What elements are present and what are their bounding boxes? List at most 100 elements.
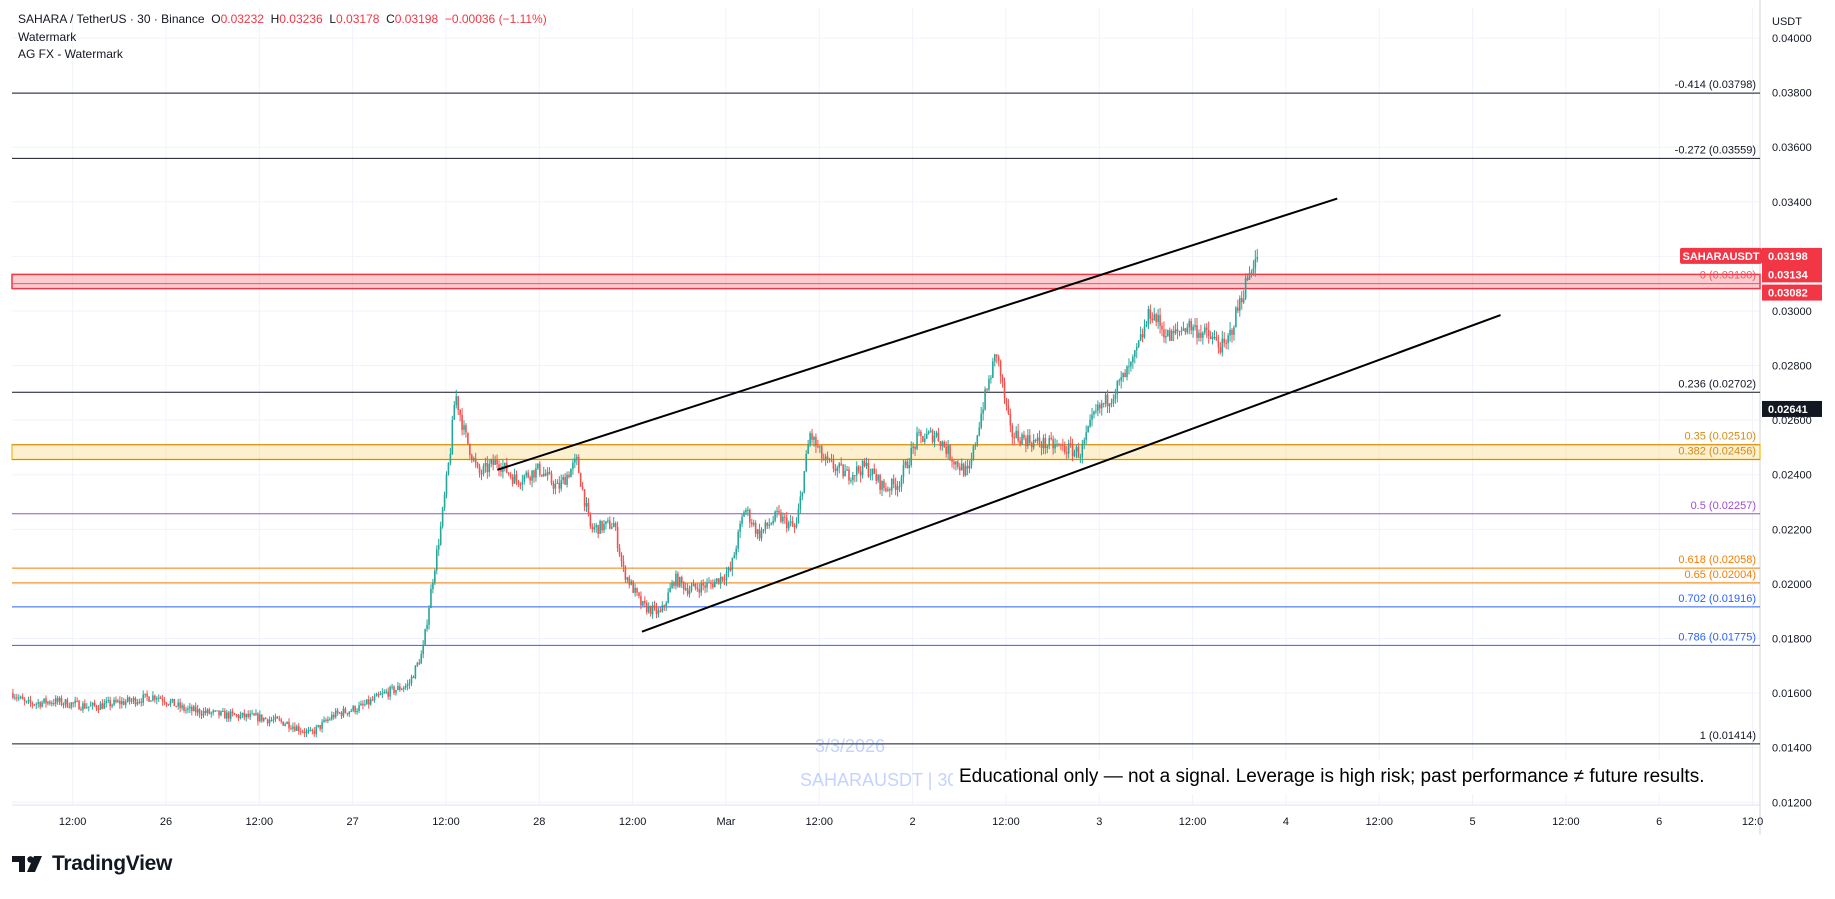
- candle: [612, 523, 615, 528]
- candle: [1256, 256, 1259, 260]
- candle: [1168, 330, 1171, 341]
- candle: [892, 478, 895, 485]
- candle: [185, 709, 187, 711]
- candle: [385, 691, 388, 693]
- candle: [472, 458, 475, 461]
- candle: [533, 470, 535, 478]
- candle: [208, 709, 211, 714]
- candle: [43, 698, 45, 703]
- candle: [395, 689, 397, 693]
- candle: [877, 475, 879, 481]
- candle: [968, 465, 971, 469]
- candle: [552, 483, 555, 489]
- candle: [142, 694, 145, 703]
- time-tick-label: 2: [910, 816, 916, 828]
- candle: [467, 432, 469, 444]
- candle: [362, 703, 364, 706]
- tradingview-logo-icon: [12, 856, 42, 872]
- candle: [581, 486, 584, 490]
- zone-bottom-value: 0.03082: [1768, 288, 1808, 300]
- candle: [889, 489, 891, 491]
- candle: [346, 712, 349, 715]
- candle: [1001, 376, 1004, 382]
- candle: [1091, 414, 1093, 420]
- fib-label: 0.618 (0.02058): [1678, 554, 1756, 566]
- time-tick-label: 12:00: [992, 816, 1020, 828]
- candle: [959, 467, 961, 471]
- open-label: O: [211, 12, 221, 26]
- candle: [634, 587, 636, 593]
- candle: [556, 482, 559, 484]
- candle: [511, 476, 514, 484]
- candle: [566, 474, 568, 485]
- symbol-title[interactable]: SAHARA / TetherUS · 30 · Binance: [18, 12, 205, 26]
- candle: [317, 725, 319, 727]
- candle: [249, 713, 251, 717]
- candle: [801, 492, 804, 497]
- candle: [525, 472, 528, 476]
- candle: [970, 458, 973, 466]
- candle: [62, 704, 65, 706]
- candle: [500, 469, 502, 472]
- candle: [1071, 444, 1074, 457]
- candle: [1030, 443, 1033, 448]
- candle: [121, 701, 123, 705]
- candle: [902, 465, 905, 478]
- price-tick-label: 0.02800: [1772, 361, 1812, 373]
- candle: [539, 463, 541, 475]
- price-tick-label: 0.03400: [1772, 197, 1812, 209]
- candle: [927, 431, 930, 434]
- indicator-agfx-watermark[interactable]: AG FX - Watermark: [18, 47, 123, 61]
- time-tick-label: 12:00: [246, 816, 274, 828]
- candle: [558, 482, 561, 489]
- candle: [482, 466, 485, 474]
- time-tick-label: 12:00: [59, 816, 87, 828]
- candle: [686, 588, 689, 594]
- candle: [774, 511, 776, 521]
- candle: [785, 517, 788, 529]
- candle: [56, 698, 59, 702]
- candle: [367, 699, 370, 705]
- candle: [834, 468, 837, 472]
- candle: [297, 726, 300, 732]
- indicator-watermark[interactable]: Watermark: [18, 30, 77, 44]
- candle: [389, 686, 391, 697]
- fib-label: 1 (0.01414): [1700, 730, 1756, 742]
- candle: [1038, 437, 1041, 445]
- candle: [809, 433, 811, 445]
- candle: [194, 706, 197, 713]
- candle: [910, 448, 912, 466]
- candle: [929, 430, 932, 432]
- candle: [134, 697, 137, 705]
- candle: [451, 419, 454, 454]
- candle: [624, 566, 627, 580]
- candle: [387, 691, 389, 697]
- fib-label: 0.382 (0.02456): [1678, 445, 1756, 457]
- candle: [830, 458, 833, 461]
- candle: [12, 693, 14, 698]
- candle: [220, 711, 222, 716]
- candle: [1149, 309, 1152, 319]
- candle: [1130, 362, 1132, 367]
- candle: [344, 708, 347, 713]
- candle: [41, 702, 43, 707]
- candle: [461, 414, 463, 430]
- candle: [867, 462, 870, 477]
- candle: [916, 432, 918, 449]
- candle: [1075, 447, 1078, 452]
- candle: [673, 582, 675, 586]
- candle: [1137, 340, 1140, 347]
- candle: [432, 582, 434, 589]
- candle: [873, 468, 876, 474]
- price-tick-label: 0.01800: [1772, 634, 1812, 646]
- tradingview-logo[interactable]: TradingView: [12, 852, 172, 876]
- trendline-0: [496, 197, 1338, 471]
- candle: [731, 558, 734, 571]
- candle: [233, 713, 236, 715]
- candle: [329, 719, 331, 721]
- candle: [527, 472, 529, 478]
- candle: [128, 697, 131, 702]
- candle: [434, 570, 436, 583]
